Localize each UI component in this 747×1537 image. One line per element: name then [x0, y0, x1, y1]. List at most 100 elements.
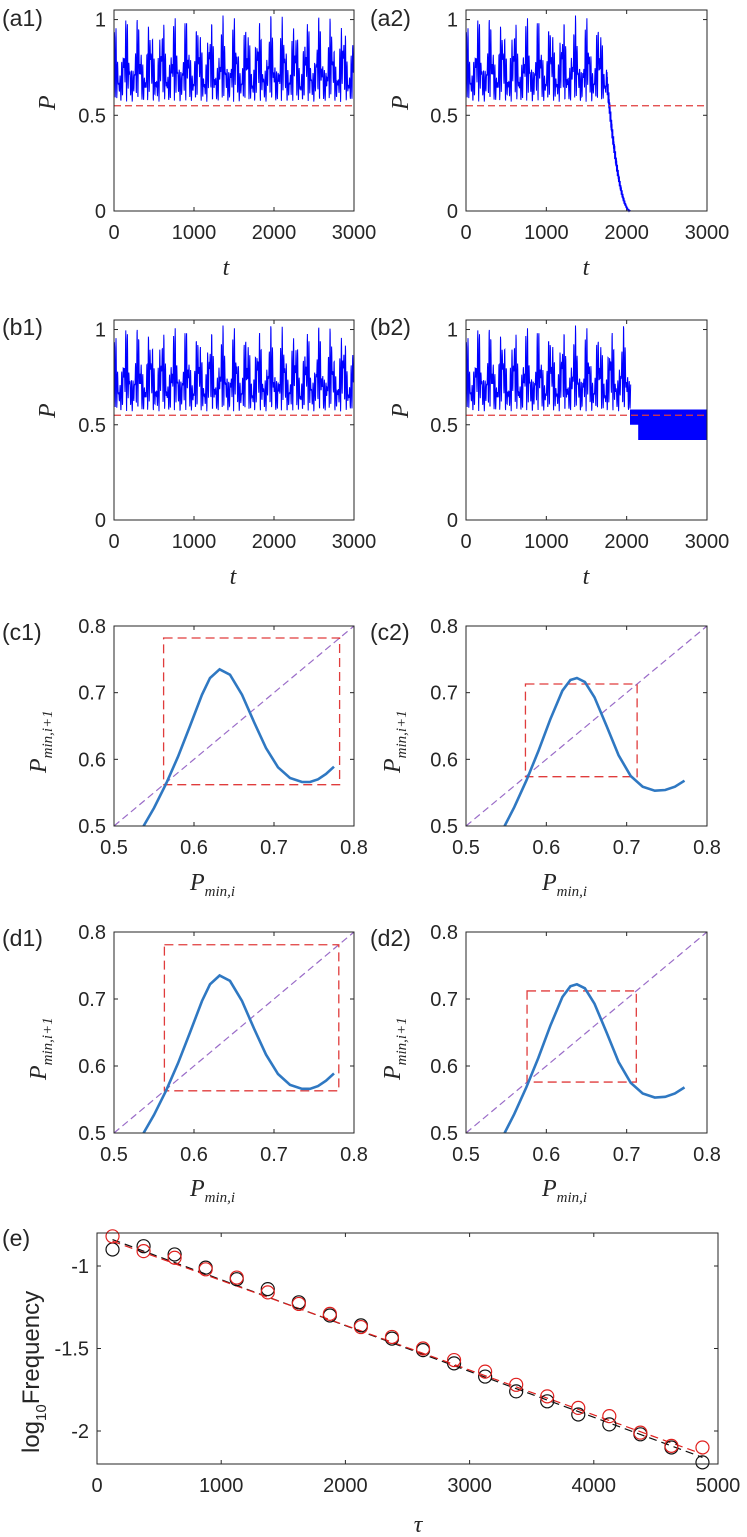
ylabel-e: log10Frequency — [18, 1291, 50, 1453]
panel-c2: 0.5 0.6 0.7 0.8 0.5 0.6 0.7 0.8 (c2) Pmin,i+1 P… — [370, 616, 721, 900]
x-tick-label: 3000 — [685, 531, 730, 553]
x-tick-label: 2000 — [323, 1475, 368, 1497]
y-tick-label: 0.7 — [430, 989, 458, 1011]
ylabel-c1: Pmin,i+1 — [26, 710, 56, 774]
trapping-box — [162, 637, 341, 786]
axes-frame — [96, 1232, 719, 1465]
y-tick-label: 0 — [95, 201, 106, 223]
y-tick-label: 1 — [95, 10, 106, 32]
data-point-black — [571, 1407, 586, 1422]
y-tick-label: 0.8 — [78, 616, 106, 638]
identity-diagonal — [113, 931, 355, 1134]
data-point-red — [322, 1306, 337, 1321]
data-point-black — [540, 1394, 555, 1409]
identity-diagonal — [465, 625, 708, 827]
axes-frame — [113, 9, 355, 212]
ylabel-a1: P — [35, 95, 61, 111]
xlabel-a1: t — [223, 255, 231, 281]
y-tick-label: 0.8 — [430, 922, 458, 944]
x-tick-label: 0 — [460, 531, 471, 553]
panel-c1: 0.5 0.6 0.7 0.8 0.5 0.6 0.7 0.8 (c1) Pmin,i+1 P… — [2, 616, 368, 900]
x-tick-label: 2000 — [604, 531, 649, 553]
data-point-red — [229, 1270, 244, 1285]
data-point-red — [260, 1285, 275, 1300]
axes-frame — [465, 9, 708, 212]
xlabel-b2: t — [583, 564, 591, 590]
band-oscillation — [630, 409, 708, 440]
x-tick-label: 0.6 — [532, 837, 560, 859]
panel-a2: 0 1000 2000 3000 0 0.5 1 (a2) P t — [370, 5, 729, 281]
panel-label-e: (e) — [2, 1225, 30, 1251]
plot-b2: 0 1000 2000 3000 0 0.5 1 — [430, 319, 730, 553]
data-point-red — [571, 1400, 586, 1416]
data-point-black — [602, 1417, 617, 1432]
x-tick-label: 1000 — [172, 222, 217, 244]
x-tick-label: 0.7 — [613, 1144, 641, 1166]
y-tick-label: 0.5 — [78, 816, 106, 838]
y-tick-label: 0 — [447, 510, 458, 532]
y-tick-label: 0 — [95, 510, 106, 532]
panel-b1: 0 1000 2000 3000 0 0.5 1 (b1) P t — [2, 314, 376, 590]
y-tick-label: 0.7 — [430, 683, 458, 705]
return-map-curve — [503, 676, 686, 827]
data-point-black — [509, 1384, 524, 1399]
data-point-red — [291, 1296, 306, 1312]
x-tick-label: 3000 — [685, 222, 730, 244]
plot-e: 0 1000 2000 3000 4000 5000 -2 -1.5 -1 — [55, 1229, 741, 1497]
y-tick-label: 0.5 — [430, 816, 458, 838]
x-tick-label: 0.6 — [180, 837, 208, 859]
x-tick-label: 5000 — [696, 1475, 741, 1497]
plot-a1: 0 1000 2000 3000 0 0.5 1 — [78, 9, 377, 244]
panel-label-a1: (a1) — [2, 5, 43, 31]
identity-diagonal — [113, 625, 355, 827]
y-tick-label: 0 — [447, 201, 458, 223]
x-tick-label: 0.8 — [340, 837, 368, 859]
data-point-red — [167, 1250, 182, 1265]
y-tick-label: 0.5 — [78, 1123, 106, 1145]
x-tick-label: 0 — [108, 531, 119, 553]
y-tick-label: 0.7 — [78, 683, 106, 705]
data-point-black — [478, 1369, 493, 1384]
x-tick-label: 0.5 — [100, 1144, 128, 1166]
data-point-red — [540, 1389, 555, 1404]
x-tick-label: 1000 — [524, 531, 569, 553]
data-point-black — [446, 1356, 462, 1371]
x-tick-label: 0 — [460, 222, 471, 244]
data-point-red — [633, 1425, 648, 1440]
ylabel-c2: Pmin,i+1 — [380, 710, 410, 774]
data-point-red — [664, 1438, 679, 1453]
y-tick-label: 1 — [95, 320, 106, 342]
x-tick-label: 2000 — [252, 531, 297, 553]
data-point-black — [167, 1247, 182, 1262]
data-point-red — [136, 1244, 151, 1259]
x-tick-label: 0.6 — [532, 1144, 560, 1166]
data-point-red — [446, 1352, 462, 1368]
panel-label-c2: (c2) — [370, 619, 410, 645]
panel-label-b2: (b2) — [370, 314, 411, 340]
data-point-red — [353, 1319, 369, 1335]
y-tick-label: 0.6 — [430, 1056, 458, 1078]
series-line — [465, 15, 707, 213]
x-tick-label: 0.5 — [452, 837, 480, 859]
xlabel-c1: Pmin,i — [189, 870, 235, 900]
y-tick-label: -1 — [71, 1256, 89, 1278]
x-tick-label: 3000 — [447, 1475, 492, 1497]
xlabel-b1: t — [230, 564, 238, 590]
ylabel-b1: P — [35, 403, 61, 419]
data-point-red — [105, 1229, 120, 1244]
trapping-box — [524, 683, 638, 778]
trapping-box — [526, 990, 637, 1083]
panel-b2: 0 1000 2000 3000 0 0.5 1 (b2) P t — [370, 314, 729, 590]
x-tick-label: 0.8 — [693, 1144, 721, 1166]
x-tick-label: 4000 — [572, 1475, 617, 1497]
x-tick-label: 2000 — [252, 222, 297, 244]
y-tick-label: 0.5 — [430, 105, 458, 127]
y-tick-label: 0.7 — [78, 989, 106, 1011]
data-point-red — [415, 1341, 431, 1356]
x-tick-label: 0.5 — [452, 1144, 480, 1166]
x-tick-label: 0 — [91, 1475, 102, 1497]
y-tick-label: 1 — [447, 320, 458, 342]
x-tick-label: 3000 — [332, 222, 377, 244]
y-tick-label: 0.5 — [430, 415, 458, 437]
